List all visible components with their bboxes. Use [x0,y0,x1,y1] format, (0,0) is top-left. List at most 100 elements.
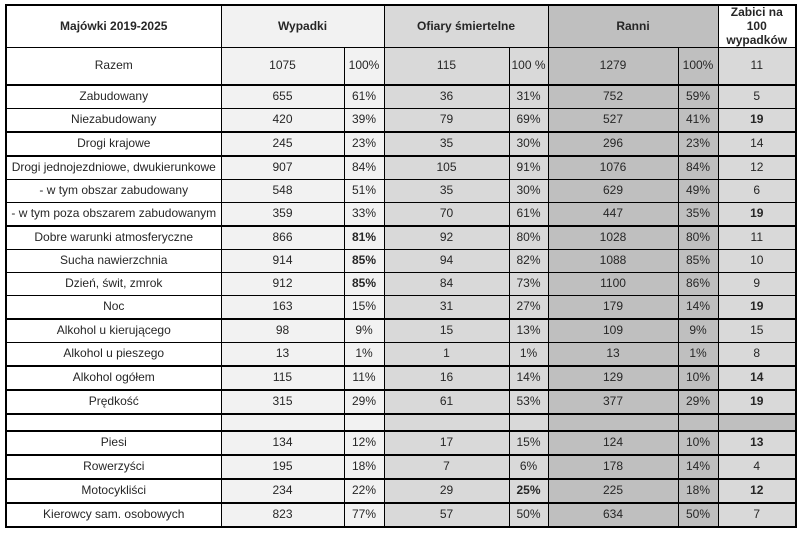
zabici-per-100-cell: 19 [717,295,797,321]
ranni-pct-cell: 1% [677,342,719,368]
ofiary-pct-cell: 53% [508,389,549,416]
ranni-pct-cell: 100% [677,47,719,87]
zabici-per-100-cell: 19 [717,202,797,228]
header-wypadki: Wypadki [220,4,385,49]
ofiary-pct-cell: 100 % [508,47,549,87]
ranni-pct-cell: 86% [677,272,719,297]
wypadki-pct-cell: 39% [343,108,385,134]
ranni-pct-cell: 50% [677,502,719,528]
ranni-pct-cell: 10% [677,365,719,392]
ranni-count-cell: 225 [547,478,679,505]
wypadki-pct-cell: 100% [343,47,385,87]
ofiary-pct-cell: 61% [508,202,549,228]
row-label: Sucha nawierzchnia [5,249,222,274]
row-label: Alkohol ogółem [5,365,222,392]
ofiary-count-cell: 36 [383,84,510,110]
accident-stats-table: Majówki 2019-2025 Wypadki Ofiary śmierte… [5,4,798,529]
zabici-per-100-cell: 4 [717,454,797,481]
ofiary-pct-cell: 69% [508,108,549,134]
row-label [5,413,222,433]
ranni-pct-cell: 41% [677,108,719,134]
ranni-pct-cell: 59% [677,84,719,110]
ofiary-count-cell: 94 [383,249,510,274]
row-label: Drogi jednojezdniowe, dwukierunkowe [5,155,222,181]
wypadki-pct-cell: 15% [343,295,385,321]
wypadki-pct-cell: 61% [343,84,385,110]
wypadki-count-cell: 115 [220,365,345,392]
header-title: Majówki 2019-2025 [5,4,222,49]
wypadki-pct-cell: 77% [343,502,385,528]
ranni-pct-cell: 9% [677,318,719,344]
zabici-per-100-cell: 14 [717,365,797,392]
ranni-count-cell: 752 [547,84,679,110]
ranni-pct-cell: 10% [677,430,719,457]
wypadki-pct-cell [343,413,385,433]
ranni-count-cell: 634 [547,502,679,528]
wypadki-count-cell: 914 [220,249,345,274]
ranni-pct-cell: 80% [677,225,719,251]
ofiary-pct-cell: 80% [508,225,549,251]
zabici-per-100-cell: 5 [717,84,797,110]
ofiary-count-cell: 35 [383,131,510,158]
zabici-per-100-cell: 6 [717,179,797,204]
table-row: Drogi krajowe 245 23% 35 30% 296 23% 14 [5,131,797,158]
table-row: Rowerzyści 195 18% 7 6% 178 14% 4 [5,454,797,481]
ranni-count-cell: 109 [547,318,679,344]
row-label: - w tym obszar zabudowany [5,179,222,204]
ranni-count-cell: 629 [547,179,679,204]
wypadki-count-cell: 548 [220,179,345,204]
ranni-count-cell: 124 [547,430,679,457]
row-label: Noc [5,295,222,321]
ranni-count-cell: 527 [547,108,679,134]
zabici-per-100-cell [717,413,797,433]
wypadki-count-cell: 866 [220,225,345,251]
wypadki-count-cell: 420 [220,108,345,134]
ofiary-pct-cell: 6% [508,454,549,481]
ofiary-pct-cell: 91% [508,155,549,181]
row-label: Zabudowany [5,84,222,110]
row-label: Rowerzyści [5,454,222,481]
wypadki-pct-cell: 11% [343,365,385,392]
zabici-per-100-cell: 10 [717,249,797,274]
ranni-pct-cell: 14% [677,454,719,481]
table-row: Motocykliści 234 22% 29 25% 225 18% 12 [5,478,797,505]
ranni-pct-cell: 29% [677,389,719,416]
ranni-count-cell: 296 [547,131,679,158]
wypadki-count-cell: 134 [220,430,345,457]
wypadki-pct-cell: 81% [343,225,385,251]
wypadki-pct-cell: 29% [343,389,385,416]
ranni-pct-cell: 85% [677,249,719,274]
ofiary-count-cell: 31 [383,295,510,321]
table-row: - w tym poza obszarem zabudowanym 359 33% 7… [5,202,797,228]
wypadki-count-cell: 912 [220,272,345,297]
ranni-pct-cell: 49% [677,179,719,204]
wypadki-count-cell: 163 [220,295,345,321]
ofiary-count-cell: 70 [383,202,510,228]
header-ofiary-smiertelne: Ofiary śmiertelne [383,4,549,49]
zabici-per-100-cell: 9 [717,272,797,297]
ranni-pct-cell: 18% [677,478,719,505]
ofiary-count-cell: 61 [383,389,510,416]
row-label: Niezabudowany [5,108,222,134]
ranni-count-cell: 1088 [547,249,679,274]
ranni-count-cell: 1028 [547,225,679,251]
ofiary-pct-cell: 82% [508,249,549,274]
ofiary-pct-cell: 50% [508,502,549,528]
ofiary-count-cell: 105 [383,155,510,181]
wypadki-count-cell [220,413,345,433]
wypadki-count-cell: 195 [220,454,345,481]
wypadki-pct-cell: 1% [343,342,385,368]
zabici-per-100-cell: 8 [717,342,797,368]
ranni-count-cell: 13 [547,342,679,368]
wypadki-count-cell: 13 [220,342,345,368]
wypadki-pct-cell: 51% [343,179,385,204]
row-label: Drogi krajowe [5,131,222,158]
table-row: Dobre warunki atmosferyczne 866 81% 92 80% 10… [5,225,797,251]
table-row: Piesi 134 12% 17 15% 124 10% 13 [5,430,797,457]
ofiary-pct-cell: 13% [508,318,549,344]
wypadki-count-cell: 907 [220,155,345,181]
spacer-row [5,413,797,433]
row-label: Prędkość [5,389,222,416]
ofiary-count-cell: 1 [383,342,510,368]
